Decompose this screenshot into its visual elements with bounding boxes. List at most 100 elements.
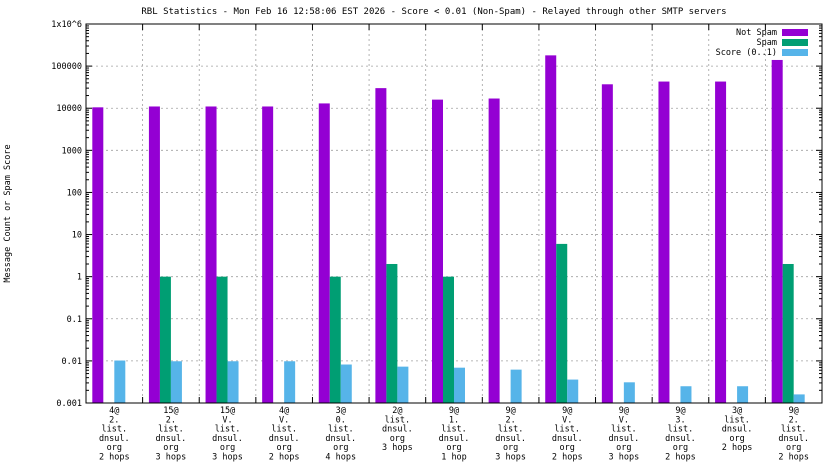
x-category-label: 9@ 1. list. dnsul. org 1 hop (439, 406, 470, 463)
chart-title: RBL Statistics - Mon Feb 16 12:58:06 EST… (141, 7, 726, 17)
x-category-line: org (729, 434, 744, 444)
x-category-line: dnsul. (722, 425, 753, 435)
x-category-line: 2. (789, 415, 799, 425)
bar (340, 364, 352, 403)
x-category-line: 2. (166, 415, 176, 425)
x-category-line: 9@ (505, 406, 515, 416)
x-category-line: list. (102, 425, 128, 435)
x-category-line: 15@ (163, 406, 178, 416)
bar (782, 263, 794, 403)
x-category-line: V. (562, 415, 572, 425)
x-category-line: 2 hops (665, 453, 696, 463)
bar (397, 366, 409, 403)
bar (170, 361, 182, 403)
x-category-line: org (560, 443, 575, 453)
x-category-line: 9@ (562, 406, 572, 416)
x-category-line: 2 hops (99, 453, 130, 463)
y-tick-label: 0.001 (56, 399, 82, 409)
y-tick-label: 0.1 (67, 315, 82, 325)
x-category-line: list. (385, 415, 411, 425)
bar (623, 382, 635, 403)
x-category-line: 15@ (220, 406, 235, 416)
x-category-line: 3 hops (382, 443, 413, 453)
x-category-line: org (220, 443, 235, 453)
x-category-line: dnsul. (665, 434, 696, 444)
y-tick-label: 10 (72, 231, 82, 241)
x-category-line: 2. (109, 415, 119, 425)
x-category-label: 9@ 2. list. dnsul. org 3 hops (495, 406, 526, 463)
x-category-line: 9@ (449, 406, 459, 416)
bar (216, 276, 228, 403)
legend-label: Score (0..1) (716, 48, 777, 58)
x-category-line: list. (158, 425, 184, 435)
x-category-label: 3@ 0. list. dnsul. org 4 hops (325, 406, 356, 463)
bar (375, 88, 387, 403)
bar (567, 379, 579, 403)
x-category-line: V. (619, 415, 629, 425)
legend-swatch (782, 49, 808, 56)
bar (205, 106, 217, 403)
x-category-line: 3 hops (212, 453, 243, 463)
x-category-line: dnsul. (325, 434, 356, 444)
x-category-line: list. (441, 425, 467, 435)
x-category-line: dnsul. (99, 434, 130, 444)
bar (443, 276, 454, 403)
x-category-label: 9@ 3. list. dnsul. org 2 hops (665, 406, 696, 463)
x-category-line: 1. (449, 415, 459, 425)
bar (92, 107, 104, 403)
x-category-line: dnsul. (778, 434, 809, 444)
y-tick-label: 1 (77, 273, 82, 283)
bar (658, 81, 670, 404)
x-category-label: 15@ V. list. dnsul. org 3 hops (212, 406, 243, 463)
x-category-line: list. (271, 425, 297, 435)
bar (680, 386, 692, 403)
x-category-line: 4 hops (325, 453, 356, 463)
x-category-line: list. (724, 415, 750, 425)
bar (159, 276, 171, 403)
bar (432, 99, 443, 403)
x-category-line: 3 hops (156, 453, 187, 463)
bar (771, 59, 783, 404)
bar (148, 106, 160, 403)
bar (318, 103, 330, 404)
x-category-line: V. (279, 415, 289, 425)
bar (545, 55, 557, 404)
y-tick-label: 100 (67, 188, 82, 198)
x-category-line: 4@ (109, 406, 119, 416)
x-category-line: org (333, 443, 348, 453)
x-category-line: org (673, 443, 688, 453)
x-category-label: 15@ 2. list. dnsul. org 3 hops (156, 406, 187, 463)
x-category-line: 1 hop (441, 453, 467, 463)
bar (284, 361, 296, 403)
bar (454, 367, 465, 403)
x-category-line: org (503, 443, 518, 453)
legend-label: Not Spam (736, 28, 777, 38)
x-category-label: 3@ list. dnsul. org 2 hops (722, 406, 753, 453)
x-category-line: list. (611, 425, 637, 435)
x-category-label: 9@ V. list. dnsul. org 2 hops (552, 406, 583, 463)
x-category-label: 4@ 2. list. dnsul. org 2 hops (99, 406, 130, 463)
bar (227, 361, 239, 403)
x-category-line: 3@ (732, 406, 742, 416)
x-category-line: 3@ (336, 406, 346, 416)
x-category-line: 9@ (675, 406, 685, 416)
x-category-line: 4@ (279, 406, 289, 416)
x-category-line: org (107, 443, 122, 453)
bar (715, 81, 727, 404)
x-category-line: 2 hops (552, 453, 583, 463)
bar (601, 84, 613, 403)
legend-label: Spam (757, 38, 777, 48)
x-category-label: 9@ 2. list. dnsul. org 2 hops (778, 406, 809, 463)
x-category-label: 9@ V. list. dnsul. org 3 hops (608, 406, 639, 463)
grid (86, 24, 822, 403)
x-category-line: 3. (675, 415, 685, 425)
y-tick-label: 1000 (62, 146, 82, 156)
x-category-line: org (390, 434, 405, 444)
x-category-line: 2 hops (722, 443, 753, 453)
x-category-line: 3 hops (608, 453, 639, 463)
bar (488, 98, 500, 404)
x-category-line: 2 hops (778, 453, 809, 463)
